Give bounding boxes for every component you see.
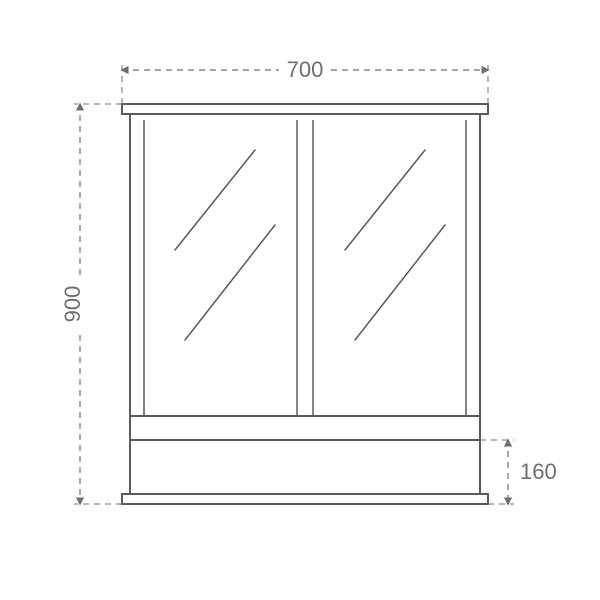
dim-height-label: 900 — [60, 286, 85, 323]
cabinet-outline — [130, 110, 480, 500]
glass-stroke — [175, 150, 255, 250]
glass-stroke — [345, 150, 425, 250]
dim-shelf-label: 160 — [520, 459, 557, 484]
top-cap — [122, 104, 488, 114]
dim-width-label: 700 — [287, 57, 324, 82]
glass-stroke — [355, 225, 445, 340]
bottom-cap — [122, 494, 488, 504]
glass-stroke — [185, 225, 275, 340]
